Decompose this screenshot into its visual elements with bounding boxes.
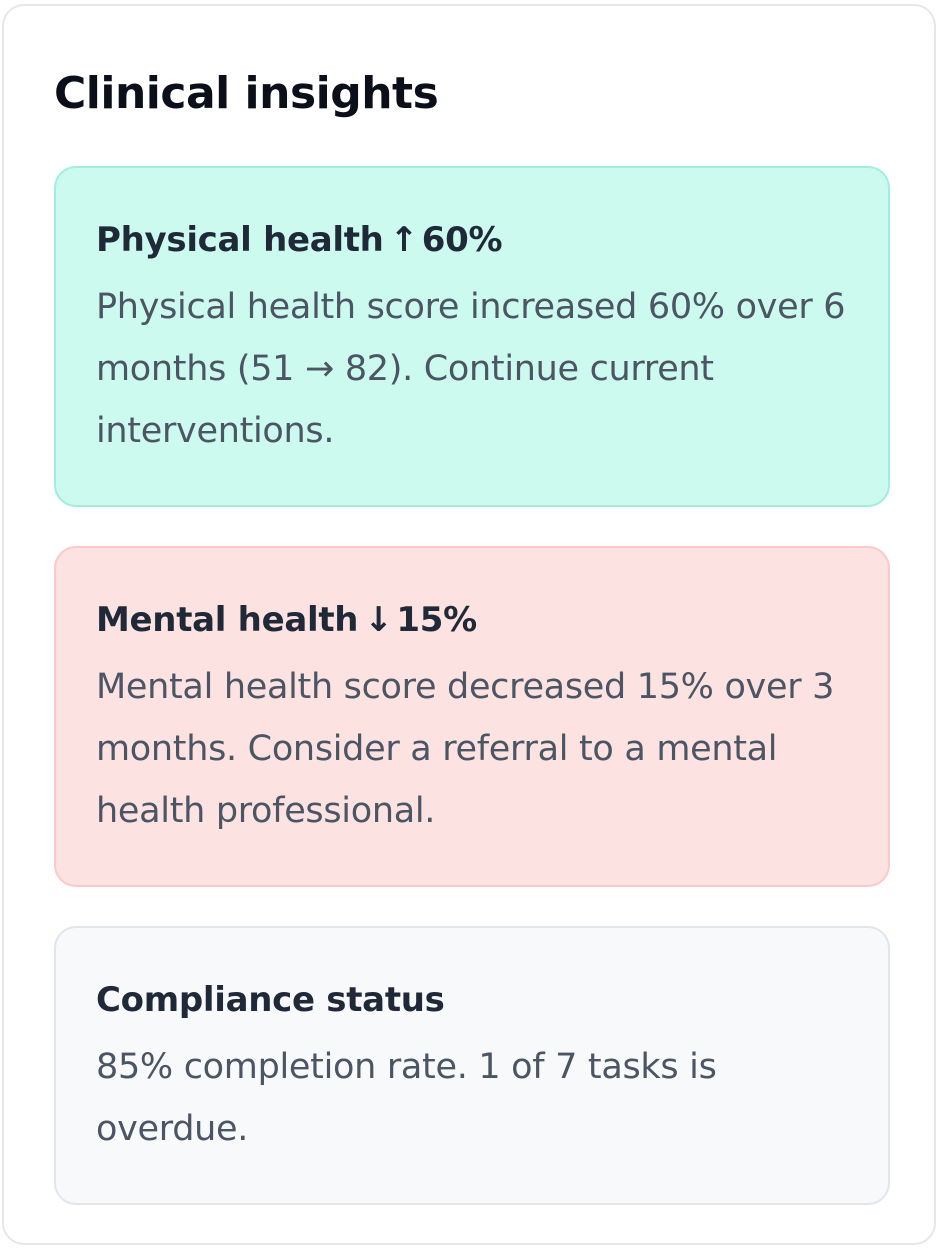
insight-card-compliance-status: Compliance status 85% completion rate. 1… xyxy=(54,926,890,1205)
clinical-insights-panel: Clinical insights Physical health ↑ 60% Ph… xyxy=(2,4,936,1245)
insight-label: Mental health xyxy=(96,600,359,640)
insight-card-physical-health: Physical health ↑ 60% Physical health scor… xyxy=(54,166,890,507)
insight-change: 60% xyxy=(421,220,503,260)
panel-title: Clinical insights xyxy=(54,68,439,119)
insight-title: Physical health ↑ 60% xyxy=(96,216,848,264)
insight-title: Compliance status xyxy=(96,976,848,1024)
insight-description: Physical health score increased 60% over… xyxy=(96,287,846,451)
arrow-up-icon: ↑ xyxy=(389,220,419,260)
insight-description: 85% completion rate. 1 of 7 tasks is ove… xyxy=(96,1047,717,1149)
insight-card-mental-health: Mental health ↓ 15% Mental health score de… xyxy=(54,546,890,887)
arrow-down-icon: ↓ xyxy=(364,600,393,640)
insight-label: Physical health xyxy=(96,220,384,260)
insight-title: Mental health ↓ 15% xyxy=(96,596,848,644)
insight-label: Compliance status xyxy=(96,980,445,1020)
insight-change: 15% xyxy=(396,600,477,640)
insight-description: Mental health score decreased 15% over 3… xyxy=(96,667,835,831)
